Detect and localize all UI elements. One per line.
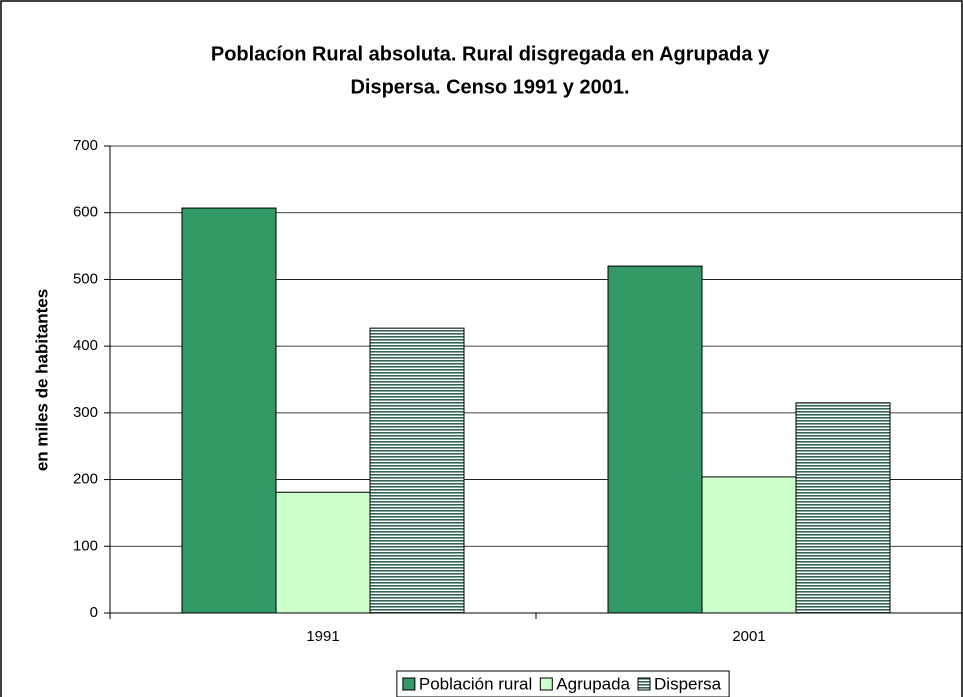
x-tick-label: 2001 xyxy=(732,628,765,645)
y-tick-label: 300 xyxy=(73,404,98,421)
bar xyxy=(369,327,465,614)
y-tick-label: 700 xyxy=(73,137,98,154)
bar xyxy=(607,265,703,614)
y-tick-label: 200 xyxy=(73,471,98,488)
y-tick-label: 0 xyxy=(90,604,98,621)
legend-label: Agrupada xyxy=(556,674,630,693)
y-tick-label: 100 xyxy=(73,537,98,554)
legend-box xyxy=(396,670,730,697)
y-tick-label: 600 xyxy=(73,204,98,221)
bar xyxy=(701,476,797,614)
y-tick-label: 400 xyxy=(73,337,98,354)
x-tick-label: 1991 xyxy=(306,628,339,645)
bar xyxy=(181,207,277,614)
chart-title: Poblacíon Rural absoluta. Rural disgrega… xyxy=(211,43,770,65)
legend-swatch xyxy=(402,677,416,691)
y-axis-label: en miles de habitantes xyxy=(32,289,51,471)
legend-swatch xyxy=(637,677,651,691)
bar xyxy=(275,491,371,614)
chart-title: Dispersa. Censo 1991 y 2001. xyxy=(350,76,629,98)
bar xyxy=(795,402,891,614)
legend: Población rural Agrupada Dispersa xyxy=(396,670,730,697)
legend-label: Población rural xyxy=(419,674,532,693)
y-tick-label: 500 xyxy=(73,270,98,287)
legend-label: Dispersa xyxy=(654,674,722,693)
legend-swatch xyxy=(539,677,553,691)
